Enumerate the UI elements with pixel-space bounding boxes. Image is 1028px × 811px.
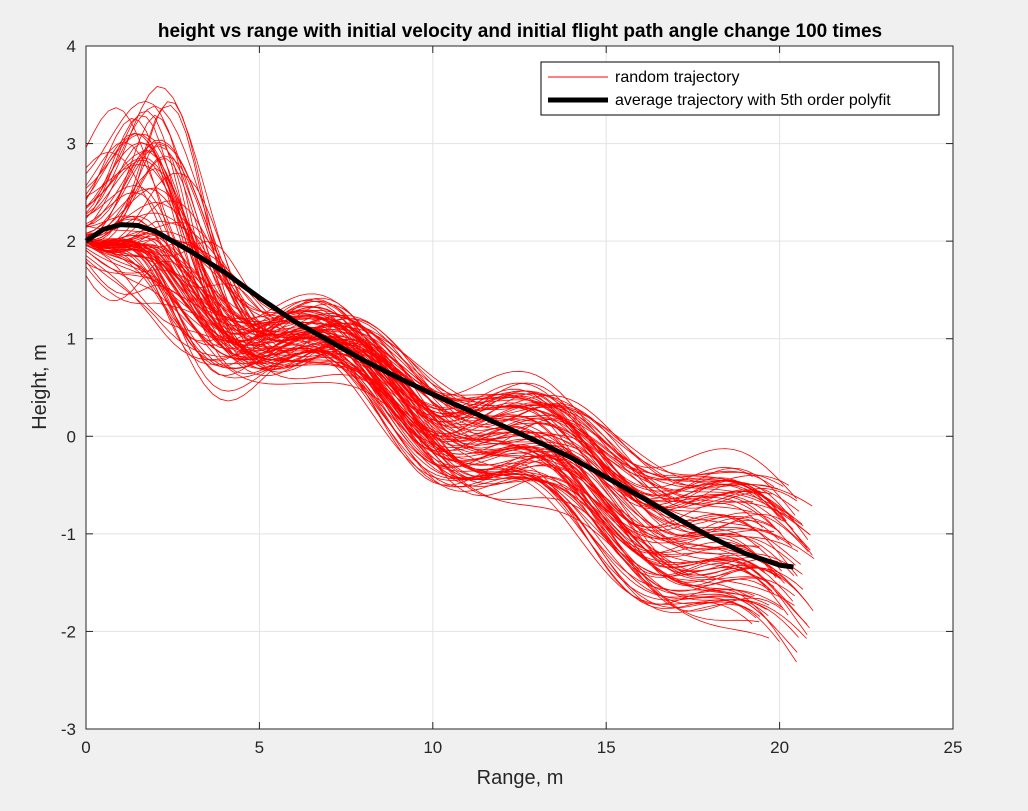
random-trajectory-line <box>85 218 763 528</box>
x-tick-label: 5 <box>255 738 264 757</box>
x-tick-label: 25 <box>944 738 963 757</box>
random-trajectory-line <box>85 157 802 596</box>
legend-label-average: average trajectory with 5th order polyfi… <box>615 92 891 109</box>
random-trajectory-line <box>85 143 798 577</box>
random-trajectory-line <box>85 133 813 556</box>
legend: random trajectory average trajectory wit… <box>540 61 940 116</box>
y-tick-label: -3 <box>61 720 76 739</box>
y-tick-label: 4 <box>67 37 76 56</box>
random-trajectory-line <box>85 238 766 500</box>
random-trajectory-line <box>85 191 809 540</box>
axes-frame <box>85 45 954 730</box>
y-tick-label: 0 <box>67 427 76 446</box>
x-tick-label: 0 <box>81 738 90 757</box>
random-trajectory-line <box>85 241 797 663</box>
random-trajectory-line <box>85 241 798 653</box>
random-trajectory-line <box>85 258 778 576</box>
y-tick-label: 3 <box>67 135 76 154</box>
x-tick-label: 15 <box>597 738 616 757</box>
x-axis-label: Range, m <box>477 767 564 789</box>
random-trajectory-line <box>85 244 782 572</box>
random-trajectory-line <box>85 240 799 638</box>
y-tick-label: -1 <box>61 525 76 544</box>
random-trajectory-line <box>85 242 796 516</box>
random-trajectory-line <box>85 105 774 528</box>
random-trajectory-line <box>85 240 799 552</box>
random-trajectory-line <box>85 104 780 537</box>
random-trajectory-line <box>85 101 754 505</box>
y-tick-label: 2 <box>67 232 76 251</box>
random-trajectory-line <box>85 151 807 639</box>
random-trajectory-line <box>85 240 757 619</box>
y-axis-label: Height, m <box>29 344 51 430</box>
x-tick-label: 20 <box>770 738 789 757</box>
x-tick-label: 10 <box>423 738 442 757</box>
random-trajectory-line <box>85 155 796 566</box>
random-trajectory-line <box>85 237 775 536</box>
random-trajectory-line <box>85 145 810 629</box>
legend-box <box>540 61 940 116</box>
y-tick-label: -2 <box>61 622 76 641</box>
random-trajectory-line <box>85 260 771 592</box>
random-trajectory-line <box>85 201 781 574</box>
random-trajectory-line <box>85 240 790 487</box>
random-trajectory-line <box>85 86 798 505</box>
y-tick-label: 1 <box>67 330 76 349</box>
random-trajectory-line <box>85 238 785 584</box>
plot-area <box>86 46 953 729</box>
average-trajectory-line <box>84 222 794 570</box>
legend-label-random: random trajectory <box>615 69 740 86</box>
random-trajectory-line <box>85 232 784 487</box>
random-trajectory-line <box>85 220 784 612</box>
random-trajectory-line <box>85 118 766 574</box>
random-trajectory-line <box>85 240 769 617</box>
random-trajectory-line <box>85 242 794 530</box>
random-trajectory-line <box>85 239 813 507</box>
chart-title: height vs range with initial velocity an… <box>158 21 882 42</box>
